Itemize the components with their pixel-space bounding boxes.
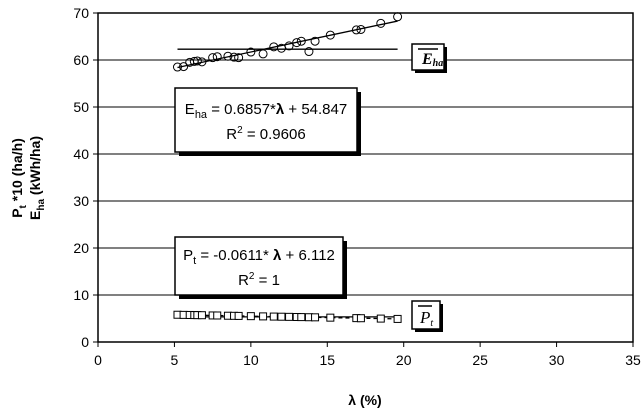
annotation-pt: Pt = -0.0611* λ + 6.112 R2 = 1: [174, 236, 347, 299]
y-tick-label: 60: [73, 52, 89, 68]
data-point-square: [277, 312, 286, 321]
data-points: [172, 12, 403, 323]
data-point-circle: [234, 53, 244, 63]
x-tick-label: 30: [549, 352, 565, 368]
data-point-circle: [208, 53, 218, 63]
data-point-circle: [310, 36, 320, 46]
data-point-square: [311, 313, 320, 322]
data-point-circle: [376, 18, 386, 28]
y-axis-title-line2: Eha (kWh/ha): [27, 136, 47, 220]
data-point-circle: [304, 47, 314, 57]
data-point-square: [234, 311, 243, 320]
data-point-circle: [393, 12, 403, 22]
y-tick-label: 30: [73, 193, 89, 209]
data-point-circle: [192, 56, 202, 66]
y-tick-label: 70: [73, 5, 89, 21]
data-point-square: [297, 313, 306, 322]
data-point-circle: [223, 51, 233, 61]
x-tick-label: 0: [94, 352, 102, 368]
x-tick-labels: 0 5 10 15 20 25 30 35: [94, 352, 641, 368]
data-point-circle: [212, 52, 222, 62]
data-point-square: [393, 314, 402, 323]
y-tick-label: 10: [73, 287, 89, 303]
data-point-square: [285, 312, 294, 321]
x-tick-label: 25: [472, 352, 488, 368]
eha-equation: Eha = 0.6857*λ + 54.847: [185, 101, 347, 121]
data-point-square: [213, 311, 222, 320]
y-tick-labels: 0 10 20 30 40 50 60 70: [73, 5, 89, 350]
data-point-square: [246, 312, 255, 321]
data-point-circle: [296, 36, 306, 46]
x-tick-label: 10: [243, 352, 259, 368]
data-point-circle: [292, 38, 302, 48]
x-tick-label: 20: [396, 352, 412, 368]
data-point-circle: [197, 57, 207, 67]
data-point-circle: [284, 41, 294, 51]
data-point-square: [259, 312, 268, 321]
data-point-circle: [356, 24, 366, 34]
x-tick-label: 5: [171, 352, 179, 368]
x-axis-title: λ (%): [348, 392, 381, 408]
pt-r2: R2 = 1: [238, 271, 280, 289]
data-point-square: [376, 314, 385, 323]
y-tick-label: 20: [73, 240, 89, 256]
y-tick-label: 40: [73, 146, 89, 162]
data-point-circle: [246, 47, 256, 57]
data-point-circle: [229, 52, 239, 62]
svg-text:Eha: Eha: [421, 51, 443, 69]
y-axis-title-line1: Pt *10 (ha/h): [9, 138, 29, 218]
data-point-circle: [325, 30, 335, 40]
pt-equation: Pt = -0.0611* λ + 6.112: [183, 247, 335, 267]
y-tick-label: 50: [73, 99, 89, 115]
data-point-circle: [172, 62, 182, 72]
plot-frame: [97, 12, 634, 343]
y-tick-label: 0: [81, 334, 89, 350]
axes: [93, 12, 634, 347]
eha-r2: R2 = 0.9606: [226, 125, 305, 143]
data-point-square: [356, 314, 365, 323]
data-point-circle: [258, 49, 268, 59]
data-point-square: [197, 311, 206, 320]
data-point-circle: [351, 25, 361, 35]
data-point-circle: [179, 62, 189, 72]
legend-label-pt: Pt: [411, 300, 443, 332]
svg-text:Pt: Pt: [419, 308, 433, 329]
legend-label-eha: Eha: [411, 43, 447, 73]
annotation-eha: Eha = 0.6857*λ + 54.847 R2 = 0.9606: [174, 87, 361, 156]
data-point-square: [326, 313, 335, 322]
x-tick-label: 15: [319, 352, 335, 368]
x-tick-label: 35: [625, 352, 641, 368]
data-point-square: [269, 312, 278, 321]
